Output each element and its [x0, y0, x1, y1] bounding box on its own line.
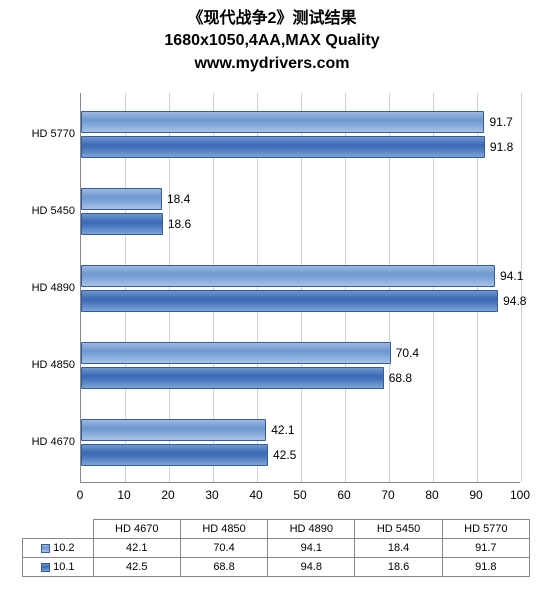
category-label: HD 4670 [20, 436, 75, 448]
category-label: HD 4850 [20, 359, 75, 371]
title-line-2: 1680x1050,4AA,MAX Quality [10, 30, 534, 52]
title-line-1: 《现代战争2》测试结果 [10, 8, 534, 30]
table-corner [23, 520, 94, 539]
legend-text: 10.2 [53, 542, 74, 554]
value-label: 42.1 [271, 423, 294, 437]
bar [81, 213, 163, 235]
value-label: 70.4 [396, 346, 419, 360]
table-cell: 18.6 [355, 558, 442, 577]
category-label: HD 5450 [20, 205, 75, 217]
table-column-header: HD 4850 [180, 520, 267, 539]
bar [81, 188, 162, 210]
value-label: 94.8 [503, 294, 526, 308]
bar [81, 367, 384, 389]
chart-title-block: 《现代战争2》测试结果 1680x1050,4AA,MAX Quality ww… [10, 8, 534, 75]
table-cell: 68.8 [180, 558, 267, 577]
table-row: 10.2 42.170.494.118.491.7 [23, 539, 530, 558]
value-label: 91.7 [489, 115, 512, 129]
data-table: HD 4670HD 4850HD 4890HD 5450HD 5770 10.2 4… [22, 519, 530, 577]
value-label: 42.5 [273, 448, 296, 462]
table-cell: 42.1 [93, 539, 180, 558]
value-label: 18.6 [168, 217, 191, 231]
x-tick-label: 100 [510, 488, 530, 502]
category-label: HD 5770 [20, 128, 75, 140]
table-column-header: HD 5450 [355, 520, 442, 539]
category-label: HD 4890 [20, 282, 75, 294]
legend-swatch-icon [41, 563, 50, 572]
x-tick-label: 40 [249, 488, 262, 502]
table-column-header: HD 5770 [442, 520, 529, 539]
value-label: 94.1 [500, 269, 523, 283]
table-cell: 70.4 [180, 539, 267, 558]
legend-swatch-icon [41, 544, 50, 553]
table-cell: 18.4 [355, 539, 442, 558]
table-cell: 94.1 [268, 539, 355, 558]
bar [81, 419, 266, 441]
x-tick-label: 20 [161, 488, 174, 502]
table-cell: 91.8 [442, 558, 529, 577]
value-label: 91.8 [490, 140, 513, 154]
table-row: 10.1 42.568.894.818.691.8 [23, 558, 530, 577]
chart-area: 0 10 20 30 40 50 60 70 80 90 100 HD 5770 91.7 91.8 HD … [20, 93, 530, 513]
x-tick-label: 10 [117, 488, 130, 502]
x-tick-label: 80 [425, 488, 438, 502]
table-cell: 42.5 [93, 558, 180, 577]
value-label: 68.8 [389, 371, 412, 385]
chart-plot [80, 93, 520, 483]
title-line-3: www.mydrivers.com [10, 53, 534, 75]
x-tick-label: 0 [77, 488, 84, 502]
legend-cell: 10.1 [23, 558, 94, 577]
legend-cell: 10.2 [23, 539, 94, 558]
bar [81, 111, 484, 133]
value-label: 18.4 [167, 192, 190, 206]
x-tick-label: 50 [293, 488, 306, 502]
table-cell: 94.8 [268, 558, 355, 577]
x-tick-label: 70 [381, 488, 394, 502]
bar [81, 265, 495, 287]
gridline [521, 93, 522, 482]
bar [81, 290, 498, 312]
x-tick-label: 30 [205, 488, 218, 502]
bar [81, 444, 268, 466]
x-tick-label: 90 [469, 488, 482, 502]
bar [81, 136, 485, 158]
table-cell: 91.7 [442, 539, 529, 558]
table-column-header: HD 4670 [93, 520, 180, 539]
bar [81, 342, 391, 364]
table-column-header: HD 4890 [268, 520, 355, 539]
x-tick-label: 60 [337, 488, 350, 502]
legend-text: 10.1 [53, 561, 74, 573]
